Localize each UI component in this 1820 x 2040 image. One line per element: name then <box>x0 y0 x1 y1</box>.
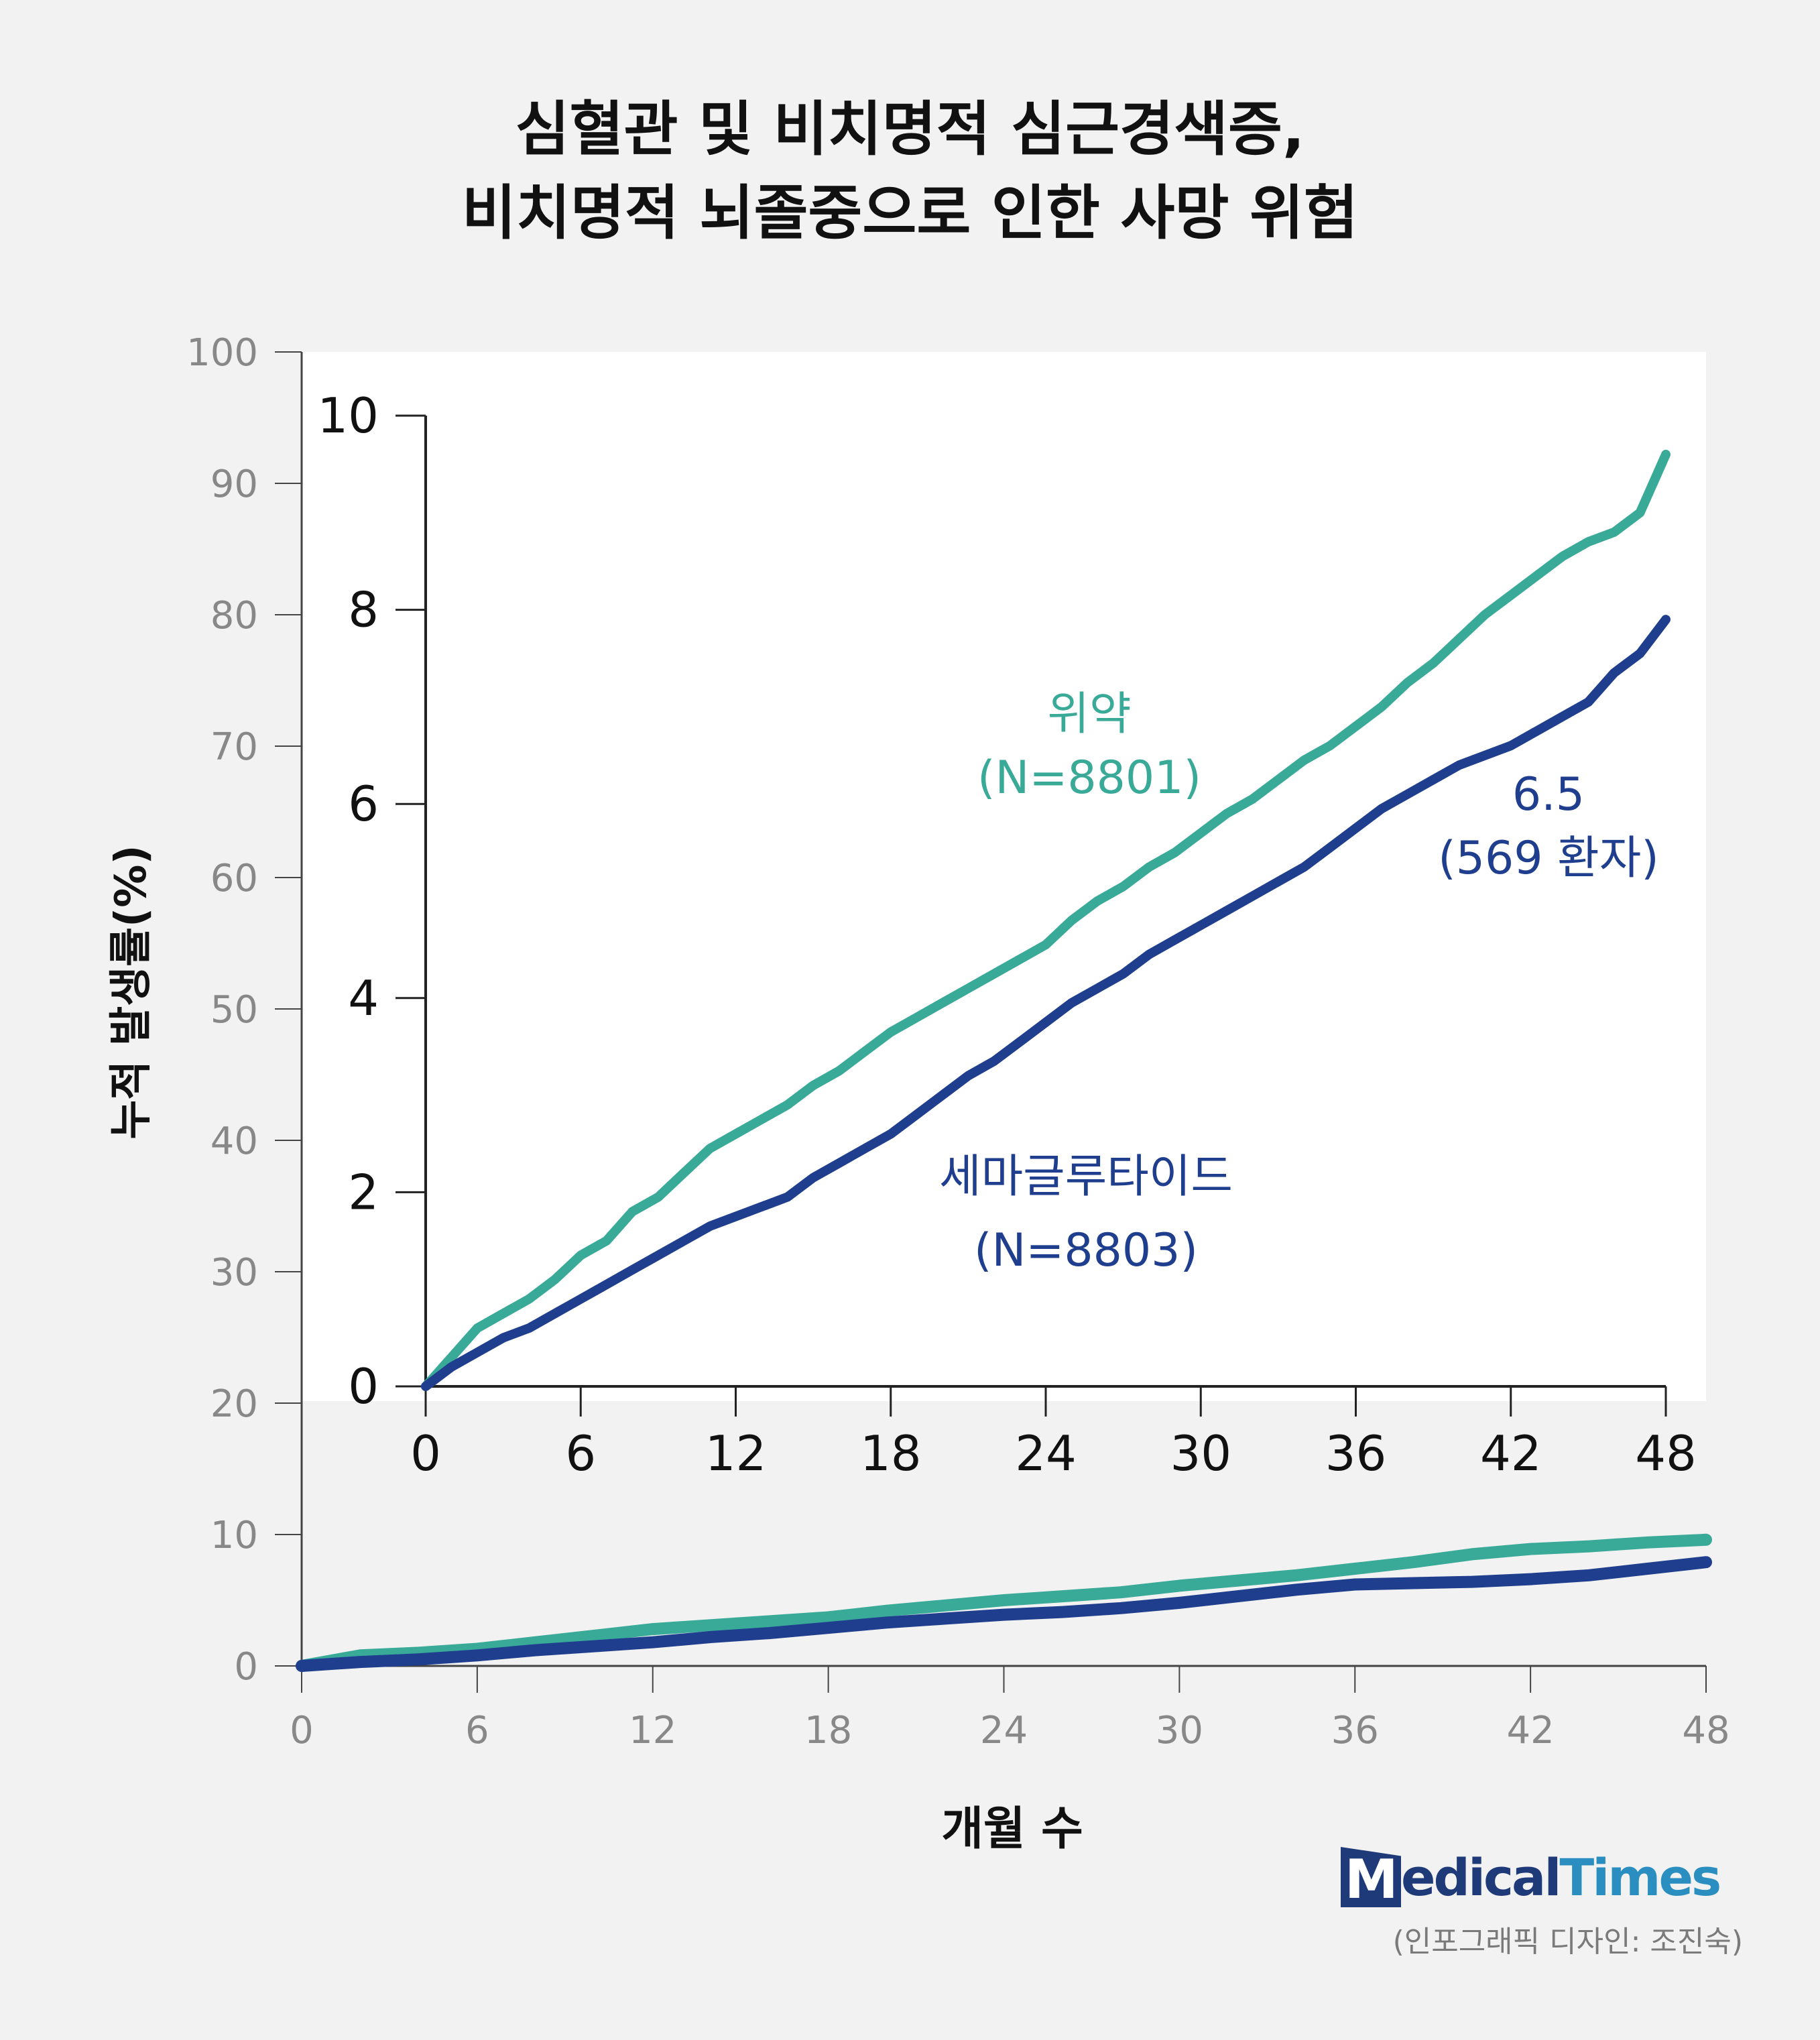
outer-x-tick-label: 18 <box>804 1709 852 1752</box>
outer-x-tick-label: 42 <box>1506 1709 1554 1752</box>
medicaltimes-logo: M edicalTimes <box>1341 1840 1721 1914</box>
outer-x-tick-label: 24 <box>980 1709 1028 1752</box>
logo-text: edicalTimes <box>1401 1847 1721 1907</box>
outer-x-tick-label: 12 <box>629 1709 676 1752</box>
inset-y-tick-label: 4 <box>348 970 379 1026</box>
inset-x-tick-label: 48 <box>1635 1425 1697 1482</box>
inset-y-tick-label: 10 <box>317 387 379 444</box>
event-count-patients: (569 환자) <box>1438 832 1659 885</box>
outer-x-tick-label: 36 <box>1331 1709 1379 1752</box>
outer-y-tick-label: 80 <box>210 594 258 638</box>
outer-y-tick-label: 20 <box>210 1382 258 1426</box>
logo-mark: M <box>1341 1847 1401 1907</box>
outer-y-tick-label: 30 <box>210 1251 258 1295</box>
inset-y-tick-label: 8 <box>348 582 379 638</box>
outer-series <box>296 1533 1712 1672</box>
semaglutide-n-label: (N=8803) <box>974 1224 1198 1277</box>
design-credit: (인포그래픽 디자인: 조진숙) <box>1392 1925 1743 1959</box>
outer-y-tick-label: 50 <box>210 988 258 1032</box>
outer-x-tick-label: 6 <box>465 1709 489 1752</box>
outer-y-tick-label: 40 <box>210 1120 258 1163</box>
outer-y-tick-label: 60 <box>210 857 258 900</box>
outer-y-tick-label: 0 <box>234 1645 258 1689</box>
inset-x-tick-label: 6 <box>565 1425 596 1482</box>
outer-series-line-placebo <box>296 1533 1712 1672</box>
semaglutide-label: 세마글루타이드 <box>939 1150 1233 1203</box>
inset-series <box>421 449 1671 1391</box>
chart-title: 심혈관 및 비치명적 심근경색증, 비치명적 뇌졸중으로 인한 사망 위험 <box>0 87 1820 255</box>
inset-x-tick-label: 24 <box>1015 1425 1077 1482</box>
inset-panel <box>302 352 1706 1401</box>
inset-series-line-placebo <box>421 449 1671 1391</box>
inset-x-tick-label: 36 <box>1325 1425 1387 1482</box>
inset-x-tick-label: 0 <box>410 1425 441 1482</box>
outer-y-tick-label: 90 <box>210 463 258 506</box>
outer-y-tick-label: 70 <box>210 725 258 769</box>
x-axis-label: 개월 수 <box>941 1803 1083 1856</box>
outer-x-tick-label: 48 <box>1682 1709 1730 1752</box>
inset-y-tick-label: 6 <box>348 776 379 832</box>
event-count-value: 6.5 <box>1512 768 1585 821</box>
inset-x-tick-label: 18 <box>860 1425 922 1482</box>
inset-series-line-semaglutide <box>421 615 1671 1391</box>
title-line-1: 심혈관 및 비치명적 심근경색증, <box>515 95 1305 164</box>
inset-x-tick-label: 42 <box>1480 1425 1542 1482</box>
outer-x-tick-label: 30 <box>1156 1709 1203 1752</box>
inset-x-tick-label: 12 <box>705 1425 767 1482</box>
outer-y-tick-label: 10 <box>210 1514 258 1557</box>
inset-labels: 위약 (N=8801) 세마글루타이드 (N=8803) 6.5 (569 환자… <box>939 688 1659 1277</box>
inset-y-tick-label: 2 <box>348 1164 379 1220</box>
outer-series-line-semaglutide <box>296 1556 1712 1672</box>
placebo-n-label: (N=8801) <box>977 752 1201 804</box>
inset-x-tick-label: 30 <box>1170 1425 1231 1482</box>
outer-y-tick-label: 100 <box>186 331 258 375</box>
title-line-2: 비치명적 뇌졸중으로 인한 사망 위험 <box>462 178 1358 247</box>
outer-x-tick-label: 0 <box>290 1709 314 1752</box>
inset-y-tick-label: 0 <box>348 1358 379 1415</box>
placebo-label: 위약 <box>1047 688 1131 741</box>
